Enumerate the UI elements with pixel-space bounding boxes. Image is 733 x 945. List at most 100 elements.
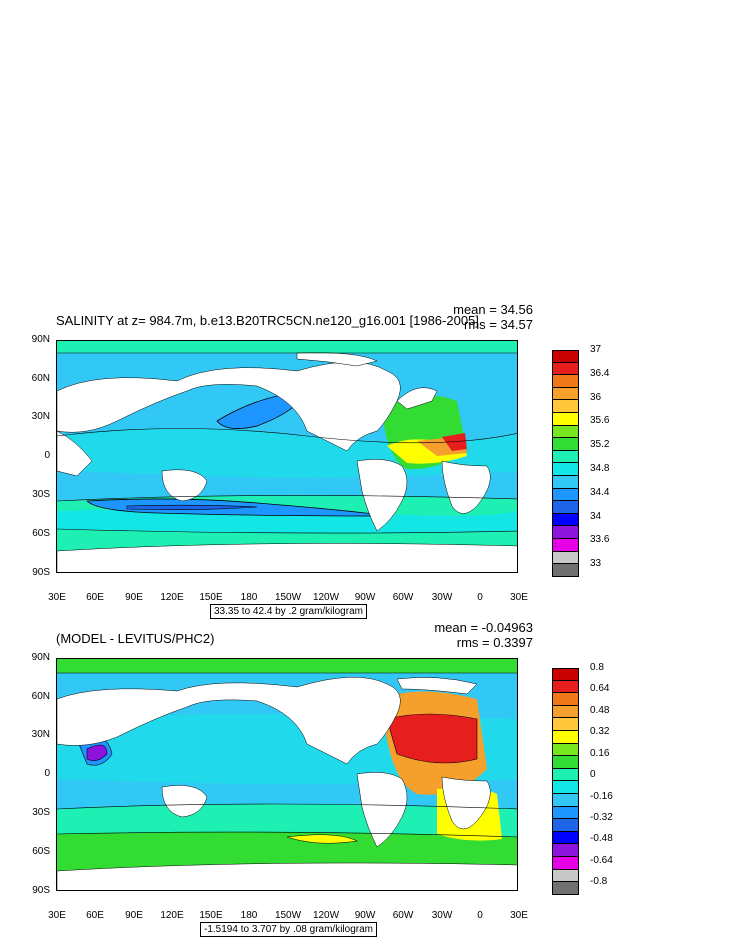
colorbar-segment bbox=[552, 463, 579, 476]
colorbar-tick-label: 0 bbox=[590, 769, 596, 781]
colorbar-segment bbox=[552, 718, 579, 731]
colorbar-segment bbox=[552, 730, 579, 744]
colorbar-segment bbox=[552, 412, 579, 426]
map-svg bbox=[57, 659, 517, 890]
colorbar-segment bbox=[552, 526, 579, 539]
lat-label: 60S bbox=[32, 846, 50, 857]
colorbar-tick-label: 34 bbox=[590, 510, 602, 522]
colorbar-segment bbox=[552, 350, 579, 363]
lon-label: 120E bbox=[160, 592, 184, 603]
lon-label: 30E bbox=[510, 910, 528, 921]
lon-label: 150W bbox=[274, 592, 302, 603]
colorbar-tick-label: -0.48 bbox=[590, 833, 613, 845]
lon-label: 60W bbox=[392, 910, 414, 921]
colorbar-segment bbox=[552, 513, 579, 527]
colorbar-segment bbox=[552, 438, 579, 451]
colorbar-tick-label: -0.32 bbox=[590, 811, 613, 823]
lon-label: 150E bbox=[199, 592, 223, 603]
colorbar-segment bbox=[552, 680, 579, 694]
colorbar-segment bbox=[552, 831, 579, 845]
lat-label: 60S bbox=[32, 528, 50, 539]
mean-label: mean = -0.04963 bbox=[434, 620, 533, 635]
colorbar-segment bbox=[552, 869, 579, 883]
colorbar-tick-label: -0.8 bbox=[590, 876, 608, 888]
lat-label: 90S bbox=[32, 885, 50, 896]
colorbar-tick-label: 34.8 bbox=[590, 463, 610, 474]
colorbar-tick-label: 33.6 bbox=[590, 534, 610, 546]
lat-label: 90N bbox=[31, 334, 50, 345]
lon-label: 120E bbox=[160, 910, 184, 921]
lat-label: 90S bbox=[32, 567, 50, 578]
colorbar-segment bbox=[552, 538, 579, 552]
colorbar-tick-label: -0.16 bbox=[590, 790, 613, 802]
map-svg bbox=[57, 341, 517, 572]
colorbar-tick-label: 0.64 bbox=[590, 683, 610, 695]
colorbar-segment bbox=[552, 781, 579, 794]
range-label: -1.5194 to 3.707 by .08 gram/kilogram bbox=[200, 922, 377, 937]
colorbar-tick-label: 36.4 bbox=[590, 367, 610, 379]
lon-label: 90W bbox=[354, 910, 376, 921]
colorbar-segment bbox=[552, 768, 579, 782]
difference-panel: (MODEL - LEVITUS/PHC2) mean = -0.04963 r… bbox=[0, 618, 733, 938]
colorbar-tick-label: 35.2 bbox=[590, 439, 610, 451]
colorbar-segment bbox=[552, 425, 579, 439]
lat-label: 30S bbox=[32, 807, 50, 818]
colorbar-segment bbox=[552, 501, 579, 514]
rms-label: rms = 0.3397 bbox=[456, 635, 533, 650]
colorbar-segment bbox=[552, 475, 579, 489]
colorbar-tick-label: 0.8 bbox=[590, 662, 604, 673]
lon-label: 150W bbox=[274, 910, 302, 921]
lon-label: 180 bbox=[240, 910, 258, 921]
colorbar-tick-label: 37 bbox=[590, 344, 602, 355]
lat-label: 90N bbox=[31, 652, 50, 663]
lon-label: 30E bbox=[48, 910, 66, 921]
colorbar-segment bbox=[552, 793, 579, 807]
lon-label: 60W bbox=[392, 592, 414, 603]
colorbar-segment bbox=[552, 756, 579, 769]
lon-label: 90E bbox=[125, 592, 143, 603]
colorbar-tick-label: 0.16 bbox=[590, 747, 610, 759]
colorbar-tick-label: 35.6 bbox=[590, 415, 610, 427]
colorbar-segment bbox=[552, 450, 579, 464]
lon-label: 90W bbox=[354, 592, 376, 603]
lat-label: 0 bbox=[44, 768, 50, 779]
lon-label: 0 bbox=[477, 910, 483, 921]
lon-label: 30E bbox=[48, 592, 66, 603]
lat-label: 30N bbox=[31, 411, 50, 422]
lon-label: 30E bbox=[510, 592, 528, 603]
lon-label: 120W bbox=[312, 910, 340, 921]
colorbar-segment bbox=[552, 882, 579, 895]
colorbar-segment bbox=[552, 375, 579, 388]
colorbar-segment bbox=[552, 362, 579, 376]
lat-label: 60N bbox=[31, 373, 50, 384]
range-label: 33.35 to 42.4 by .2 gram/kilogram bbox=[210, 604, 367, 619]
rms-label: rms = 34.57 bbox=[463, 317, 533, 332]
plot-title: (MODEL - LEVITUS/PHC2) bbox=[56, 631, 215, 646]
plot-title: SALINITY at z= 984.7m, b.e13.B20TRC5CN.n… bbox=[56, 313, 479, 328]
colorbar-segment bbox=[552, 400, 579, 413]
colorbar-segment bbox=[552, 551, 579, 565]
colorbar-tick-label: 0.48 bbox=[590, 704, 610, 716]
salinity-map bbox=[56, 340, 518, 573]
colorbar-segment bbox=[552, 806, 579, 820]
colorbar-segment bbox=[552, 488, 579, 502]
colorbar-tick-label: 34.4 bbox=[590, 486, 610, 498]
colorbar bbox=[552, 350, 579, 577]
colorbar-tick-label: 36 bbox=[590, 391, 602, 403]
colorbar-segment bbox=[552, 564, 579, 577]
salinity-panel: SALINITY at z= 984.7m, b.e13.B20TRC5CN.n… bbox=[0, 300, 733, 620]
lon-label: 60E bbox=[86, 592, 104, 603]
lat-label: 0 bbox=[44, 450, 50, 461]
lat-label: 60N bbox=[31, 691, 50, 702]
colorbar-segment bbox=[552, 743, 579, 757]
colorbar bbox=[552, 668, 579, 895]
lon-label: 150E bbox=[199, 910, 223, 921]
colorbar-segment bbox=[552, 668, 579, 681]
colorbar-segment bbox=[552, 705, 579, 719]
colorbar-segment bbox=[552, 387, 579, 401]
colorbar-segment bbox=[552, 844, 579, 857]
colorbar-segment bbox=[552, 819, 579, 832]
colorbar-segment bbox=[552, 693, 579, 706]
lat-label: 30N bbox=[31, 729, 50, 740]
lon-label: 30W bbox=[431, 910, 453, 921]
